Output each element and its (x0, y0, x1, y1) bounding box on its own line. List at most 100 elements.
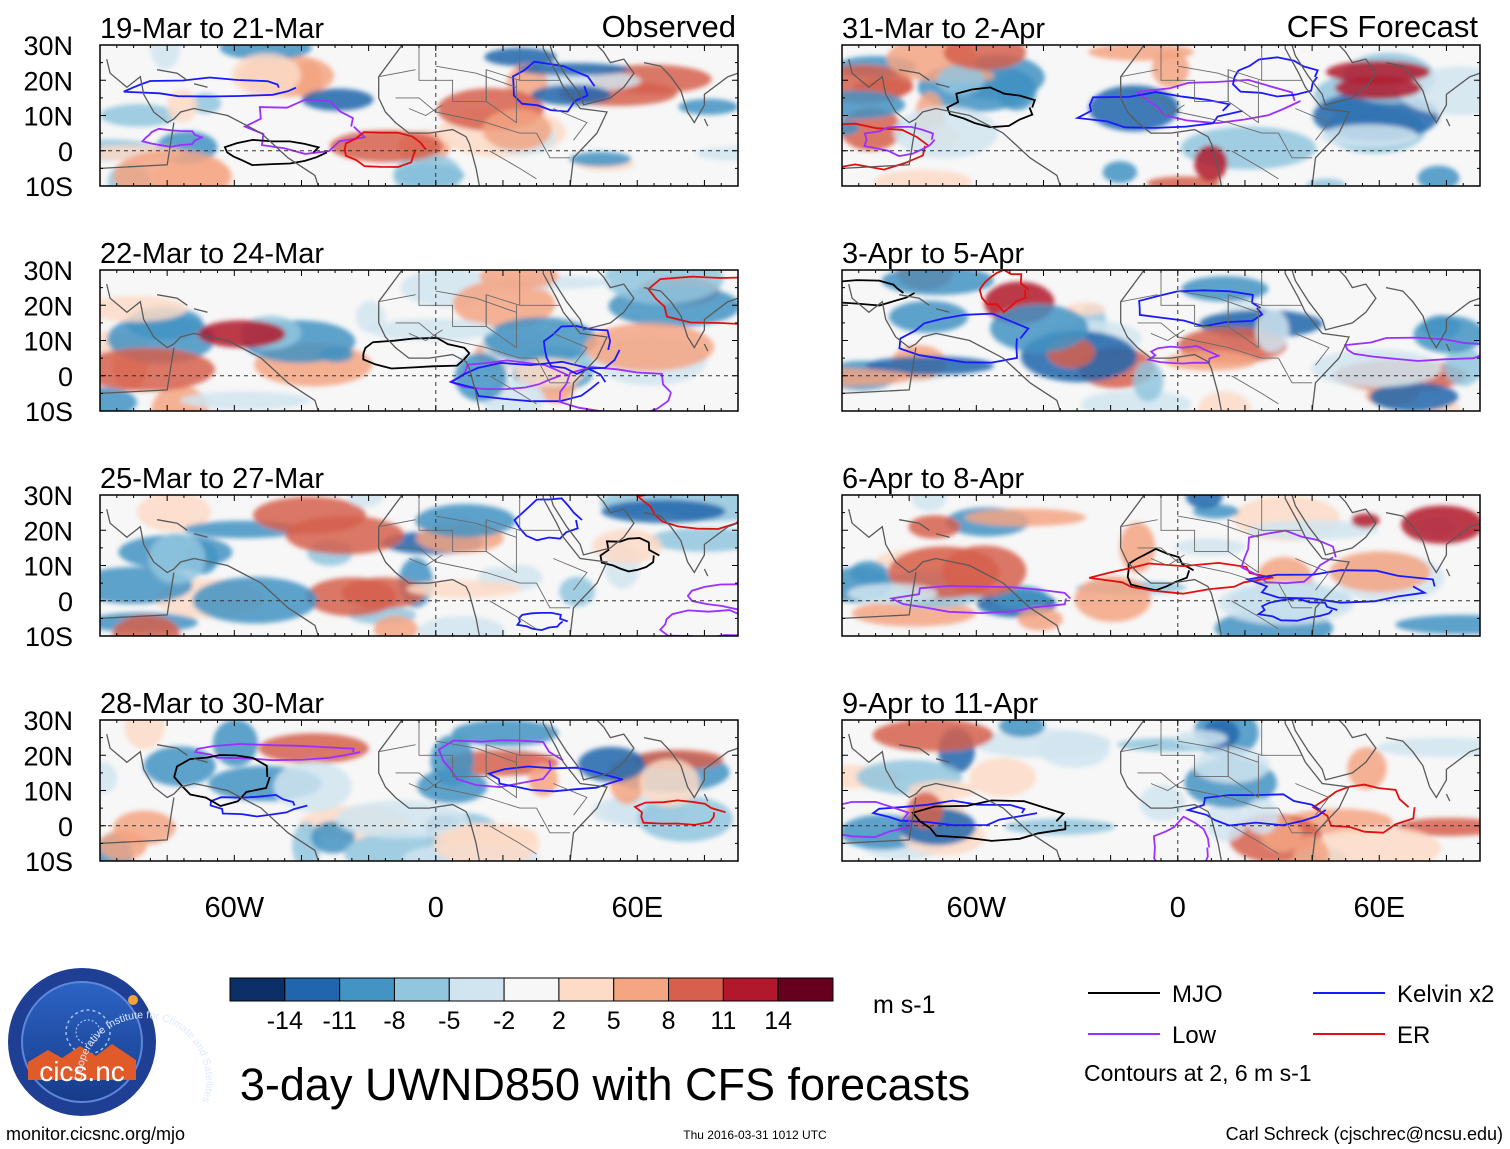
country-border (418, 720, 521, 777)
anomaly-blob (1198, 391, 1251, 411)
anomaly-blob (1146, 176, 1221, 186)
y-tick-label: 30N (23, 31, 73, 61)
country-border (408, 779, 443, 792)
coastline (898, 744, 930, 756)
anomaly-blob (942, 545, 1027, 597)
y-tick-label: 0 (58, 362, 73, 392)
anomaly-blob (418, 615, 506, 636)
country-border (408, 329, 443, 342)
colorbar-swatch (448, 977, 505, 1002)
anomaly-blob (393, 153, 462, 186)
panel-ticks (99, 269, 739, 412)
country-border (1295, 558, 1330, 591)
wave-contour (209, 793, 308, 818)
wave-contour (1232, 56, 1319, 98)
anomaly-blob (197, 320, 286, 348)
anomaly-blob (100, 347, 215, 392)
anomaly-blob (842, 368, 913, 386)
anomaly-blob (1326, 60, 1431, 84)
coastline (935, 308, 950, 313)
y-tick-label: 10N (23, 552, 73, 582)
colorbar-swatch (613, 977, 670, 1002)
coastline (156, 744, 188, 756)
y-tick-label: 30N (23, 481, 73, 511)
coastline (193, 308, 208, 313)
y-tick-label: 20N (23, 516, 73, 546)
country-border (489, 600, 537, 630)
wave-contour (658, 609, 738, 636)
colorbar-tick-label: 14 (764, 1007, 792, 1035)
wave-contour (911, 799, 1067, 842)
country-border (553, 332, 588, 366)
anomaly-blob (124, 720, 165, 750)
coastline (106, 58, 319, 186)
coastline (156, 294, 188, 306)
colorbar-swatch (777, 977, 834, 1002)
country-border (1177, 515, 1259, 538)
anomaly-blob (373, 615, 418, 636)
colorbar-tick-label: 2 (552, 1007, 566, 1035)
wave-contour (193, 743, 361, 762)
anomaly-blob (1401, 505, 1480, 544)
legend-label: MJO (1172, 981, 1223, 1008)
anomaly-shading (842, 45, 1480, 186)
y-tick-label: 10S (25, 397, 73, 427)
legend-label: Kelvin x2 (1397, 981, 1494, 1008)
coastlines (100, 495, 738, 636)
country-border (1120, 69, 1158, 78)
coastline (848, 508, 1061, 636)
wave-contour (242, 98, 367, 155)
anomaly-blob (1369, 382, 1459, 411)
coastline (193, 758, 208, 763)
panel-date-label: 31-Mar to 2-Apr (842, 13, 1045, 45)
country-border (378, 519, 416, 528)
wave-contour (1240, 529, 1337, 585)
anomaly-blob (1174, 538, 1246, 556)
coastline (643, 61, 738, 124)
anomaly-blob (1017, 607, 1063, 631)
country-border (489, 825, 537, 855)
anomaly-blob (1133, 360, 1164, 402)
coastline (1385, 511, 1480, 574)
country-border (1160, 495, 1263, 552)
wave-contour (635, 495, 738, 530)
observed-column-title: Observed (602, 9, 736, 44)
wave-contour (888, 584, 1071, 615)
anomaly-contours (173, 739, 726, 826)
wave-contour (140, 127, 204, 148)
panel-ticks (841, 269, 1481, 412)
anomaly-blob (648, 527, 738, 552)
anomaly-blob (484, 317, 598, 363)
y-tick-label: 10S (25, 847, 73, 877)
country-border (378, 294, 416, 303)
country-border (1227, 69, 1259, 124)
anomaly-blob (192, 577, 318, 624)
coastline (842, 797, 917, 845)
country-border (418, 270, 521, 327)
coastline (106, 283, 319, 411)
wave-contour (1256, 597, 1338, 622)
colorbar-tick-label: -11 (322, 1007, 356, 1035)
coastline (549, 270, 635, 331)
country-border (395, 322, 537, 359)
anomaly-blob (231, 53, 301, 97)
coastline (898, 69, 930, 81)
cics-logo: Cooperative Institute for Climate and Sa… (8, 968, 215, 1116)
wave-contour (1152, 815, 1210, 861)
coastline (935, 533, 950, 538)
coastline (703, 568, 709, 577)
wave-contour (871, 799, 1038, 827)
colorbar-swatch (393, 977, 450, 1002)
country-border (1278, 582, 1313, 609)
wave-contour (1126, 547, 1195, 592)
y-tick-label: 30N (23, 256, 73, 286)
anomaly-blob (1193, 747, 1271, 784)
anomaly-blob (100, 296, 188, 322)
anomaly-blob (148, 533, 206, 585)
coastlines (842, 495, 1480, 636)
country-border (408, 104, 443, 117)
wave-contour (362, 336, 471, 370)
anomaly-blob (150, 45, 181, 70)
footer-url[interactable]: monitor.cicsnc.org/mjo (6, 1124, 185, 1144)
coastline (703, 793, 709, 802)
